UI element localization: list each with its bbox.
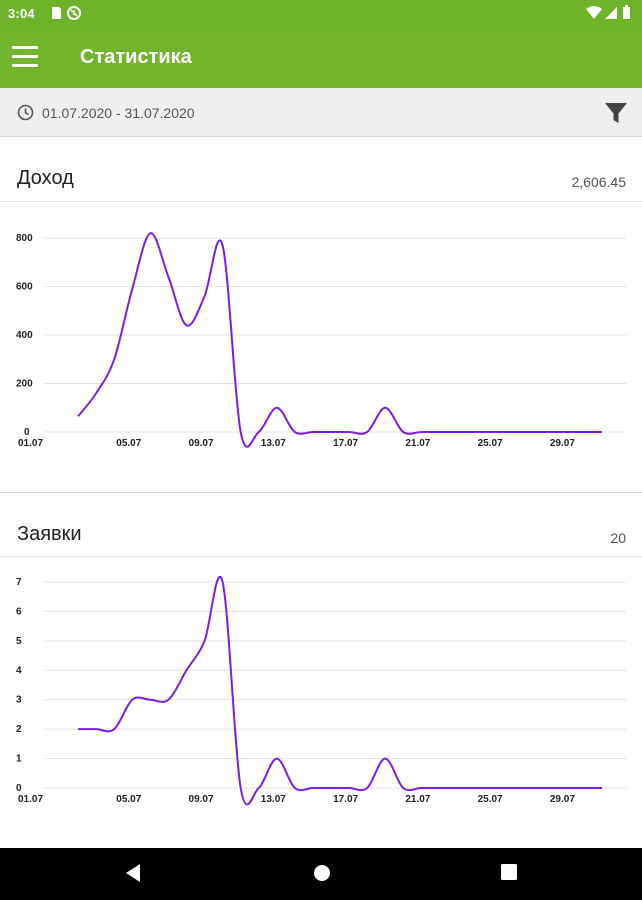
x-tick-label: 21.07 xyxy=(405,794,430,805)
x-tick-label: 29.07 xyxy=(550,438,575,449)
x-tick-label: 17.07 xyxy=(333,438,358,449)
series-line xyxy=(78,575,602,806)
requests-title: Заявки xyxy=(17,523,82,545)
y-tick-label: 0 xyxy=(16,783,22,794)
sd-card-icon xyxy=(52,6,81,20)
requests-total: 20 xyxy=(610,530,626,546)
requests-chart-svg: 0 1 2 3 4 5 6 7 01.07 05.07 09.07 13.07 17.07 21.07 25… xyxy=(16,575,626,806)
income-chart: 0 200 400 600 800 01.07 05.07 09.07 13.07 17.07 21… xyxy=(0,206,642,456)
y-tick-label: 5 xyxy=(16,636,22,647)
y-tick-label: 6 xyxy=(16,606,22,617)
y-tick-label: 2 xyxy=(16,724,22,735)
wifi-signal-battery-icon xyxy=(586,5,630,19)
x-tick-label: 17.07 xyxy=(333,794,358,805)
section-divider xyxy=(0,492,642,493)
x-tick-label: 05.07 xyxy=(116,438,141,449)
status-right-icons xyxy=(586,5,634,24)
x-tick-label: 13.07 xyxy=(261,438,286,449)
requests-chart: 0 1 2 3 4 5 6 7 01.07 05.07 09.07 13.07 17.07 21.07 25… xyxy=(0,562,642,812)
status-notification-icons xyxy=(50,6,84,23)
income-chart-svg: 0 200 400 600 800 01.07 05.07 09.07 13.07 17.07 21… xyxy=(16,232,626,449)
x-tick-label: 09.07 xyxy=(189,794,214,805)
income-title: Доход xyxy=(17,167,74,189)
y-tick-label: 800 xyxy=(16,233,33,244)
y-tick-label: 200 xyxy=(16,379,33,390)
page-title: Статистика xyxy=(80,46,192,68)
income-divider xyxy=(0,201,642,202)
x-tick-label: 09.07 xyxy=(189,438,214,449)
x-tick-label: 01.07 xyxy=(18,794,43,805)
filter-icon[interactable] xyxy=(604,101,628,125)
app-bar: Статистика xyxy=(0,28,642,88)
menu-icon[interactable] xyxy=(12,46,38,70)
y-tick-label: 3 xyxy=(16,695,22,706)
system-nav-bar xyxy=(0,848,642,900)
home-icon[interactable] xyxy=(311,862,333,884)
y-tick-label: 1 xyxy=(16,754,22,765)
back-icon[interactable] xyxy=(124,862,142,884)
x-tick-label: 29.07 xyxy=(550,794,575,805)
x-tick-label: 05.07 xyxy=(116,794,141,805)
series-line xyxy=(77,232,602,448)
income-total: 2,606.45 xyxy=(571,174,627,190)
recents-icon[interactable] xyxy=(500,863,518,881)
x-tick-label: 13.07 xyxy=(261,794,286,805)
x-tick-label: 01.07 xyxy=(18,438,43,449)
y-tick-label: 7 xyxy=(16,577,22,588)
y-tick-label: 600 xyxy=(16,282,33,293)
date-filter-bar[interactable]: 01.07.2020 - 31.07.2020 xyxy=(0,88,642,137)
x-tick-label: 25.07 xyxy=(478,438,503,449)
y-tick-label: 0 xyxy=(24,427,30,438)
status-bar: 3:04 xyxy=(0,0,642,28)
y-tick-label: 4 xyxy=(16,665,22,676)
requests-divider xyxy=(0,556,642,557)
clock-icon xyxy=(17,104,34,121)
status-time: 3:04 xyxy=(8,6,35,21)
x-tick-label: 21.07 xyxy=(405,438,430,449)
x-tick-label: 25.07 xyxy=(478,794,503,805)
date-range: 01.07.2020 - 31.07.2020 xyxy=(42,105,195,121)
y-tick-label: 400 xyxy=(16,330,33,341)
